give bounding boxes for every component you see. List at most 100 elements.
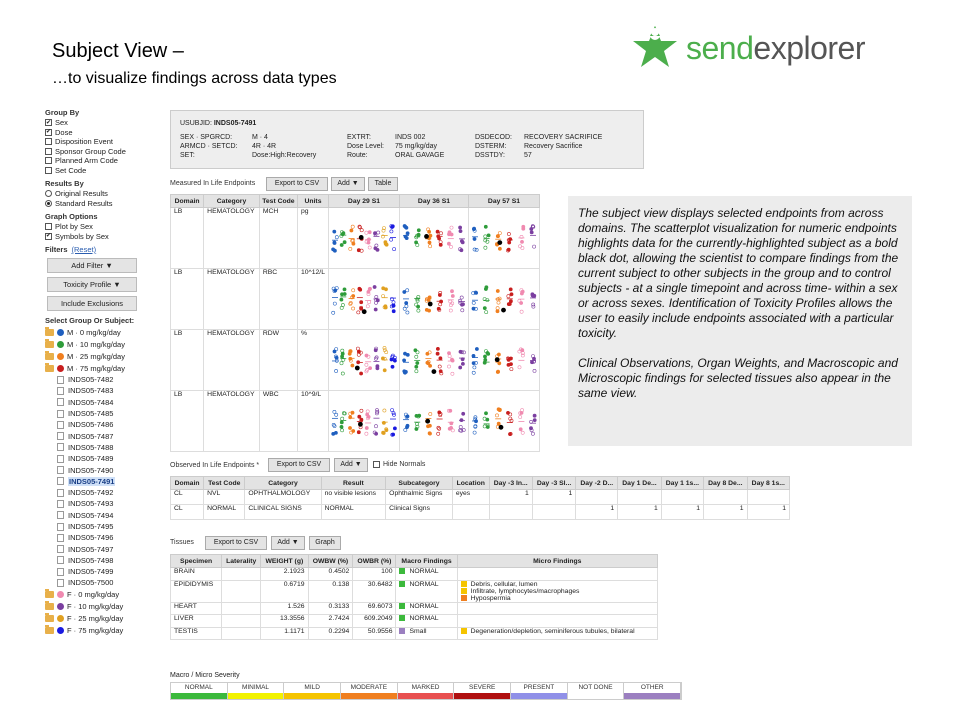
subject-item[interactable]: INDS05-7497 [45, 543, 170, 554]
tissues-add-button[interactable]: Add ▼ [271, 536, 305, 550]
tissue-row[interactable]: HEART 1.526 0.3133 69.6073 NORMAL [169, 601, 659, 615]
oile-header[interactable]: Subcategory [385, 476, 453, 490]
mle-row[interactable]: LB HEMATOLOGY RDW% [169, 329, 541, 391]
oile-header[interactable]: Day -3 In... [488, 476, 533, 490]
mle-row[interactable]: LB HEMATOLOGY WBC 10^9/L [169, 390, 541, 452]
group-m-3[interactable]: M · 75 mg/kg/day [45, 362, 170, 374]
group-by-option-5[interactable]: Set Code [45, 166, 170, 176]
subject-item[interactable]: INDS05-7500 [45, 577, 170, 588]
include-exclusions-button[interactable]: Include Exclusions [47, 296, 137, 311]
graph-option-option-0[interactable]: Plot by Sex [45, 222, 170, 232]
mle-header[interactable]: Domain [169, 194, 205, 208]
group-by-checkbox[interactable] [45, 138, 52, 146]
subject-item[interactable]: INDS05-7493 [45, 498, 170, 509]
mle-table-button[interactable]: Table [368, 177, 398, 191]
mle-export-button[interactable]: Export to CSV [266, 177, 328, 191]
mle-header[interactable]: Test Code [258, 194, 299, 208]
group-by-option-4[interactable]: Planned Arm Code [45, 156, 170, 166]
group-by-option-0[interactable]: ✔ Sex [45, 118, 170, 128]
highlighted-subject-point[interactable] [354, 365, 360, 371]
oile-header[interactable]: Day 8 1s... [746, 476, 791, 490]
tissue-header[interactable]: Micro Findings [456, 554, 659, 568]
graph-option-option-1[interactable]: ✔ Symbols by Sex [45, 232, 170, 242]
highlighted-subject-point[interactable] [497, 240, 503, 245]
oile-export-button[interactable]: Export to CSV [268, 458, 330, 472]
oile-header[interactable]: Day 8 De... [703, 476, 748, 490]
oile-header[interactable]: Category [244, 476, 322, 490]
highlighted-subject-point[interactable] [424, 234, 429, 239]
subject-item[interactable]: INDS05-7484 [45, 397, 170, 408]
highlighted-subject-point[interactable] [425, 418, 431, 424]
subject-item[interactable]: INDS05-7489 [45, 453, 170, 464]
highlighted-subject-point[interactable] [501, 307, 506, 313]
highlighted-subject-point[interactable] [357, 421, 363, 427]
tissue-header[interactable]: Laterality [221, 554, 262, 568]
highlighted-subject-point[interactable] [358, 235, 364, 240]
results-by-option-0[interactable]: Original Results [45, 189, 170, 199]
group-by-option-3[interactable]: Sponsor Group Code [45, 147, 170, 157]
mle-header[interactable]: Day 36 S1 [398, 194, 469, 208]
group-m-2[interactable]: M · 25 mg/kg/day [45, 350, 170, 362]
oile-header[interactable]: Location [451, 476, 490, 490]
subject-item[interactable]: INDS05-7499 [45, 566, 170, 577]
group-by-checkbox[interactable] [45, 147, 52, 155]
toxicity-profile-button[interactable]: Toxicity Profile ▼ [47, 277, 137, 292]
subject-item[interactable]: INDS05-7495 [45, 521, 170, 532]
tissue-row[interactable]: EPIDIDYMIS 0.6719 0.138 30.6482 NORMAL Debris… [169, 579, 659, 603]
group-by-option-2[interactable]: Disposition Event [45, 137, 170, 147]
oile-header[interactable]: Day -3 Sl... [531, 476, 577, 490]
subject-item[interactable]: INDS05-7492 [45, 487, 170, 498]
tissue-header[interactable]: OWBW (%) [307, 554, 354, 568]
tissue-row[interactable]: BRAIN 2.1923 0.4502 100 NORMAL [169, 567, 659, 581]
group-f-2[interactable]: F · 25 mg/kg/day [45, 613, 170, 625]
group-by-checkbox[interactable] [45, 157, 52, 165]
oile-header[interactable]: Day 1 De... [617, 476, 662, 490]
subject-item[interactable]: INDS05-7483 [45, 385, 170, 396]
subject-item[interactable]: INDS05-7491 [45, 476, 170, 487]
highlighted-subject-point[interactable] [494, 357, 500, 363]
group-f-0[interactable]: F · 0 mg/kg/day [45, 589, 170, 601]
subject-item[interactable]: INDS05-7494 [45, 510, 170, 521]
oile-add-button[interactable]: Add ▼ [334, 458, 368, 472]
highlighted-subject-point[interactable] [431, 369, 437, 374]
group-m-1[interactable]: M · 10 mg/kg/day [45, 338, 170, 350]
hide-normals-checkbox[interactable] [373, 461, 380, 468]
oile-header[interactable]: Domain [169, 476, 205, 490]
highlighted-subject-point[interactable] [361, 309, 367, 315]
oile-row[interactable]: CL NVL OPHTHALMOLOGY no visible lesions Opht… [169, 489, 791, 505]
add-filter-button[interactable]: Add Filter ▼ [47, 258, 137, 273]
tissues-graph-button[interactable]: Graph [309, 536, 341, 550]
group-by-checkbox[interactable] [45, 166, 52, 174]
highlighted-subject-point[interactable] [498, 424, 504, 430]
subject-item[interactable]: INDS05-7486 [45, 419, 170, 430]
subject-item[interactable]: INDS05-7485 [45, 408, 170, 419]
tissue-header[interactable]: WEIGHT (g) [260, 554, 309, 568]
graph-option-checkbox[interactable] [45, 223, 52, 231]
graph-option-checkbox[interactable]: ✔ [45, 232, 52, 240]
tissue-header[interactable]: Macro Findings [395, 554, 458, 568]
tissue-header[interactable]: Specimen [169, 554, 223, 568]
hide-normals-toggle[interactable]: Hide Normals [373, 461, 425, 468]
oile-header[interactable]: Day 1 1s... [660, 476, 705, 490]
oile-row[interactable]: CL NORMAL CLINICAL SIGNS NORMAL Clinical Sig… [169, 504, 791, 520]
highlighted-subject-point[interactable] [427, 301, 433, 307]
group-by-option-1[interactable]: ✔ Dose [45, 128, 170, 138]
tissues-export-button[interactable]: Export to CSV [205, 536, 267, 550]
mle-row[interactable]: LB HEMATOLOGY MCH pg [169, 207, 541, 269]
oile-header[interactable]: Test Code [203, 476, 246, 490]
subject-item[interactable]: INDS05-7496 [45, 532, 170, 543]
subject-item[interactable]: INDS05-7490 [45, 464, 170, 475]
mle-add-button[interactable]: Add ▼ [331, 177, 365, 191]
filters-reset-link[interactable]: (Reset) [71, 245, 97, 254]
results-by-option-1[interactable]: Standard Results [45, 199, 170, 209]
mle-header[interactable]: Category [203, 194, 260, 208]
group-f-1[interactable]: F · 10 mg/kg/day [45, 601, 170, 613]
results-by-radio[interactable] [45, 190, 52, 198]
tissue-row[interactable]: LIVER 13.3556 2.7424 609.2049 NORMAL [169, 614, 659, 628]
group-m-0[interactable]: M · 0 mg/kg/day [45, 326, 170, 338]
tissue-row[interactable]: TESTIS 1.1171 0.2294 50.9556 Small Degenerati… [169, 626, 659, 640]
subject-item[interactable]: INDS05-7488 [45, 442, 170, 453]
mle-header[interactable]: Units [297, 194, 329, 208]
group-by-checkbox[interactable]: ✔ [45, 119, 52, 127]
subject-item[interactable]: INDS05-7487 [45, 430, 170, 441]
